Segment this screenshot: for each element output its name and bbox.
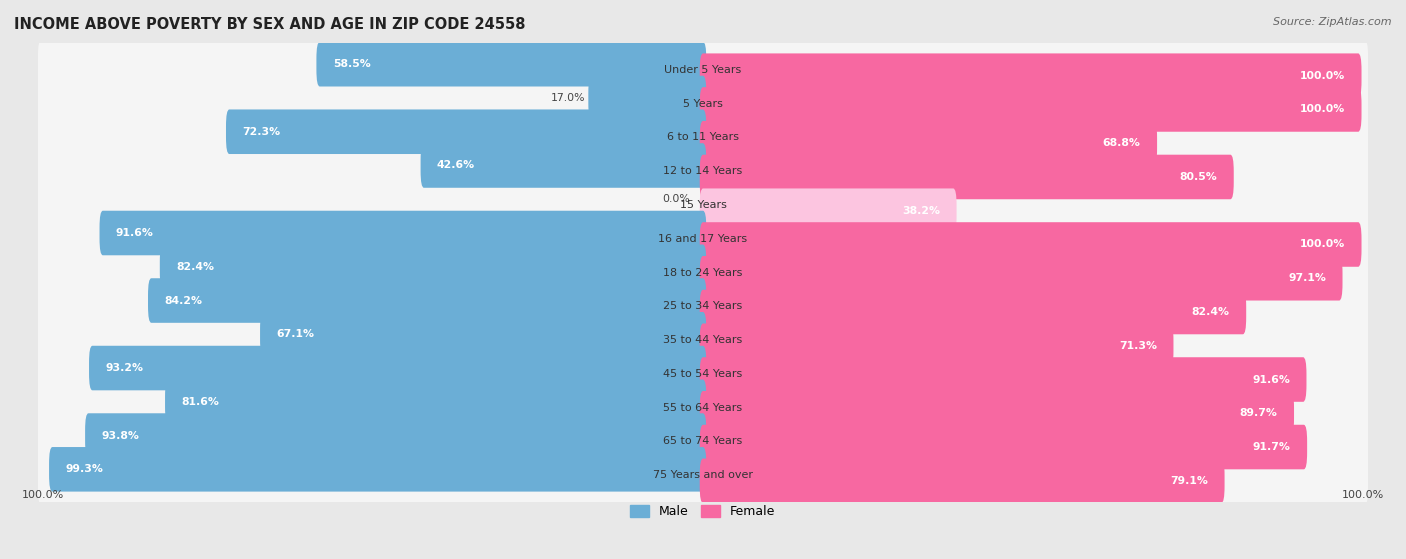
Text: 18 to 24 Years: 18 to 24 Years <box>664 268 742 277</box>
Text: 97.1%: 97.1% <box>1288 273 1326 283</box>
FancyBboxPatch shape <box>226 110 706 154</box>
Text: 81.6%: 81.6% <box>181 397 219 407</box>
Text: 100.0%: 100.0% <box>21 490 63 500</box>
FancyBboxPatch shape <box>38 175 1368 235</box>
FancyBboxPatch shape <box>38 344 1368 404</box>
Text: 12 to 14 Years: 12 to 14 Years <box>664 166 742 176</box>
FancyBboxPatch shape <box>700 54 1361 98</box>
Text: 45 to 54 Years: 45 to 54 Years <box>664 369 742 379</box>
FancyBboxPatch shape <box>86 413 706 458</box>
FancyBboxPatch shape <box>38 209 1368 269</box>
FancyBboxPatch shape <box>700 290 1246 334</box>
FancyBboxPatch shape <box>38 74 1368 134</box>
Text: 0.0%: 0.0% <box>662 194 690 204</box>
FancyBboxPatch shape <box>700 155 1233 199</box>
Text: 68.8%: 68.8% <box>1102 138 1140 148</box>
FancyBboxPatch shape <box>100 211 706 255</box>
Text: 91.6%: 91.6% <box>1253 375 1291 385</box>
Text: 93.8%: 93.8% <box>101 430 139 440</box>
Text: 100.0%: 100.0% <box>1343 490 1385 500</box>
FancyBboxPatch shape <box>148 278 706 323</box>
FancyBboxPatch shape <box>89 346 706 390</box>
Text: 15 Years: 15 Years <box>679 200 727 210</box>
Text: 35 to 44 Years: 35 to 44 Years <box>664 335 742 345</box>
FancyBboxPatch shape <box>38 377 1368 438</box>
Text: 65 to 74 Years: 65 to 74 Years <box>664 436 742 446</box>
FancyBboxPatch shape <box>420 143 706 188</box>
FancyBboxPatch shape <box>260 312 706 357</box>
FancyBboxPatch shape <box>700 357 1306 402</box>
Text: 82.4%: 82.4% <box>1192 307 1230 317</box>
FancyBboxPatch shape <box>700 256 1343 301</box>
Text: 55 to 64 Years: 55 to 64 Years <box>664 402 742 413</box>
Text: 71.3%: 71.3% <box>1119 341 1157 350</box>
Text: 99.3%: 99.3% <box>66 465 103 475</box>
Text: 17.0%: 17.0% <box>551 93 585 103</box>
Text: 67.1%: 67.1% <box>277 329 315 339</box>
Text: 100.0%: 100.0% <box>1301 105 1346 115</box>
FancyBboxPatch shape <box>588 75 706 120</box>
Text: 89.7%: 89.7% <box>1240 408 1278 418</box>
FancyBboxPatch shape <box>38 445 1368 505</box>
Text: 38.2%: 38.2% <box>903 206 941 216</box>
Text: 93.2%: 93.2% <box>105 363 143 373</box>
Text: 42.6%: 42.6% <box>437 160 475 170</box>
FancyBboxPatch shape <box>49 447 706 491</box>
Text: Under 5 Years: Under 5 Years <box>665 65 741 75</box>
Text: 100.0%: 100.0% <box>1301 70 1346 80</box>
Text: 25 to 34 Years: 25 to 34 Years <box>664 301 742 311</box>
FancyBboxPatch shape <box>700 87 1361 132</box>
Text: 5 Years: 5 Years <box>683 99 723 108</box>
FancyBboxPatch shape <box>38 107 1368 168</box>
FancyBboxPatch shape <box>316 42 706 87</box>
Legend: Male, Female: Male, Female <box>626 500 780 523</box>
FancyBboxPatch shape <box>700 425 1308 470</box>
FancyBboxPatch shape <box>700 121 1157 165</box>
FancyBboxPatch shape <box>38 310 1368 370</box>
FancyBboxPatch shape <box>38 40 1368 100</box>
Text: 58.5%: 58.5% <box>333 59 371 69</box>
FancyBboxPatch shape <box>700 188 956 233</box>
FancyBboxPatch shape <box>38 141 1368 201</box>
Text: 80.5%: 80.5% <box>1180 172 1218 182</box>
Text: 16 and 17 Years: 16 and 17 Years <box>658 234 748 244</box>
Text: 6 to 11 Years: 6 to 11 Years <box>666 132 740 143</box>
FancyBboxPatch shape <box>165 380 706 424</box>
FancyBboxPatch shape <box>700 458 1225 503</box>
FancyBboxPatch shape <box>160 244 706 289</box>
FancyBboxPatch shape <box>38 411 1368 471</box>
Text: 91.6%: 91.6% <box>115 228 153 238</box>
Text: INCOME ABOVE POVERTY BY SEX AND AGE IN ZIP CODE 24558: INCOME ABOVE POVERTY BY SEX AND AGE IN Z… <box>14 17 526 32</box>
Text: 72.3%: 72.3% <box>242 127 280 137</box>
FancyBboxPatch shape <box>38 243 1368 302</box>
FancyBboxPatch shape <box>700 222 1361 267</box>
FancyBboxPatch shape <box>38 276 1368 337</box>
Text: 91.7%: 91.7% <box>1253 442 1291 452</box>
Text: 75 Years and over: 75 Years and over <box>652 470 754 480</box>
Text: 82.4%: 82.4% <box>176 262 214 272</box>
FancyBboxPatch shape <box>700 324 1174 368</box>
Text: 79.1%: 79.1% <box>1170 476 1208 486</box>
Text: Source: ZipAtlas.com: Source: ZipAtlas.com <box>1274 17 1392 27</box>
Text: 84.2%: 84.2% <box>165 296 202 306</box>
Text: 100.0%: 100.0% <box>1301 239 1346 249</box>
FancyBboxPatch shape <box>700 391 1294 435</box>
